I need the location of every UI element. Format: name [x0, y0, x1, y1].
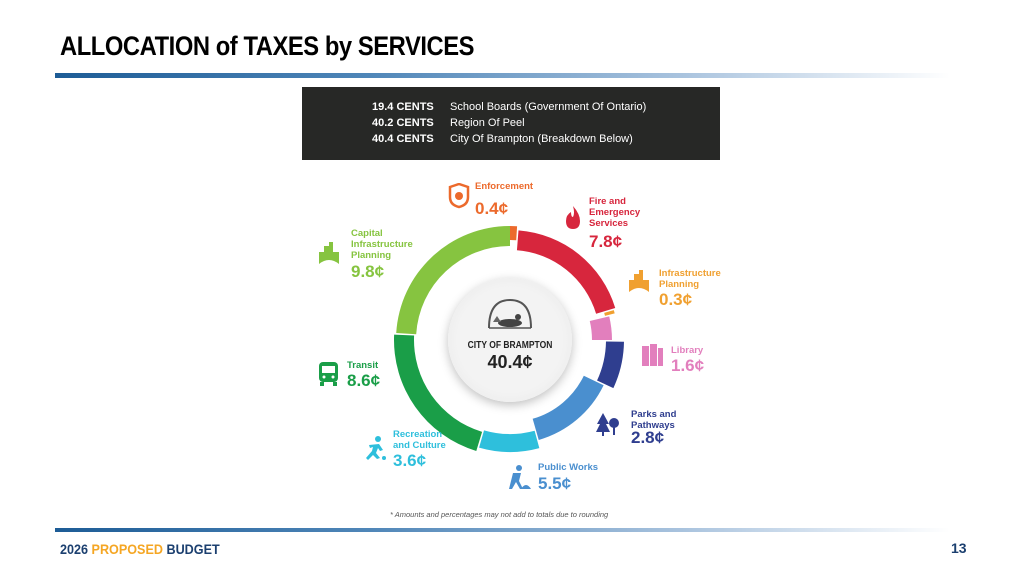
bus-icon	[317, 361, 343, 392]
summary-row: 19.4 CENTS School Boards (Government Of O…	[372, 101, 646, 113]
books-icon	[640, 342, 666, 373]
summary-amount: 40.4 CENTS	[372, 133, 434, 145]
slice-label: Infrastructure	[659, 268, 721, 279]
summary-label: Region Of Peel	[450, 117, 525, 129]
rounding-note: * Amounts and percentages may not add to…	[390, 510, 609, 519]
trees-icon	[596, 412, 622, 443]
summary-amount: 40.2 CENTS	[372, 117, 434, 129]
running-person-icon	[363, 436, 389, 467]
center-label: CITY OF BRAMPTON	[467, 340, 553, 351]
slice-label: Pathways	[631, 420, 675, 431]
summary-label: School Boards (Government Of Ontario)	[450, 101, 647, 113]
title-divider	[55, 73, 950, 78]
police-badge-icon	[448, 182, 474, 214]
summary-label: City Of Brampton (Breakdown Below)	[450, 133, 633, 145]
summary-amount: 19.4 CENTS	[372, 101, 434, 113]
fire-icon	[562, 205, 588, 236]
slice-label: Transit	[347, 360, 379, 371]
slice-label: Enforcement	[475, 181, 534, 192]
slice-value: 1.6¢	[671, 356, 705, 375]
slice-label: Fire and	[589, 196, 626, 207]
slice-label: Library	[671, 345, 704, 356]
donut-slice	[532, 375, 604, 440]
center-badge: CITY OF BRAMPTON 40.4¢	[448, 278, 572, 402]
tax-summary-box: 19.4 CENTS School Boards (Government Of O…	[302, 87, 720, 160]
slice-value: 8.6¢	[347, 371, 381, 390]
donut-slice	[396, 226, 510, 335]
slice-label: Infrastructure	[351, 239, 413, 250]
slice-value: 5.5¢	[538, 474, 572, 493]
slice-value: 9.8¢	[351, 262, 385, 281]
slice-label: Emergency	[589, 207, 641, 218]
worker-shovel-icon	[505, 465, 531, 496]
city-buildings-icon	[317, 240, 343, 271]
slice-value: 3.6¢	[393, 451, 427, 470]
city-logo-icon	[488, 298, 532, 329]
donut-slice	[604, 310, 615, 316]
footer-year: 2026	[60, 541, 89, 557]
slice-value: 2.8¢	[631, 428, 665, 447]
donut-slice	[394, 334, 483, 451]
slice-value: 7.8¢	[589, 232, 623, 251]
slice-label: Public Works	[538, 462, 599, 473]
city-buildings-icon	[627, 268, 653, 299]
footer-title: 2026 PROPOSED BUDGET	[60, 541, 220, 557]
donut-slice	[589, 316, 612, 340]
slice-label: Services	[589, 218, 629, 229]
slice-label: Recreation	[393, 429, 443, 440]
footer-budget: BUDGET	[166, 541, 220, 557]
footer-proposed: PROPOSED	[91, 541, 163, 557]
slice-value: 0.4¢	[475, 199, 509, 218]
donut-slice	[597, 341, 624, 389]
slice-value: 0.3¢	[659, 290, 693, 309]
slice-label: Capital	[351, 228, 383, 239]
slice-label: and Culture	[393, 440, 446, 451]
page-number: 13	[951, 540, 967, 556]
center-value: 40.4¢	[487, 352, 533, 372]
slice-label: Planning	[351, 250, 392, 261]
page-title: ALLOCATION of TAXES by SERVICES	[60, 31, 475, 61]
donut-slice	[516, 230, 616, 314]
donut-slice	[510, 226, 518, 241]
summary-row: 40.2 CENTS Region Of Peel	[372, 117, 525, 129]
summary-row: 40.4 CENTS City Of Brampton (Breakdown Be…	[372, 133, 633, 145]
slice-label: Planning	[659, 279, 700, 290]
donut-slice	[479, 430, 540, 453]
slice-label: Parks and	[631, 409, 677, 420]
footer-divider	[55, 528, 950, 532]
